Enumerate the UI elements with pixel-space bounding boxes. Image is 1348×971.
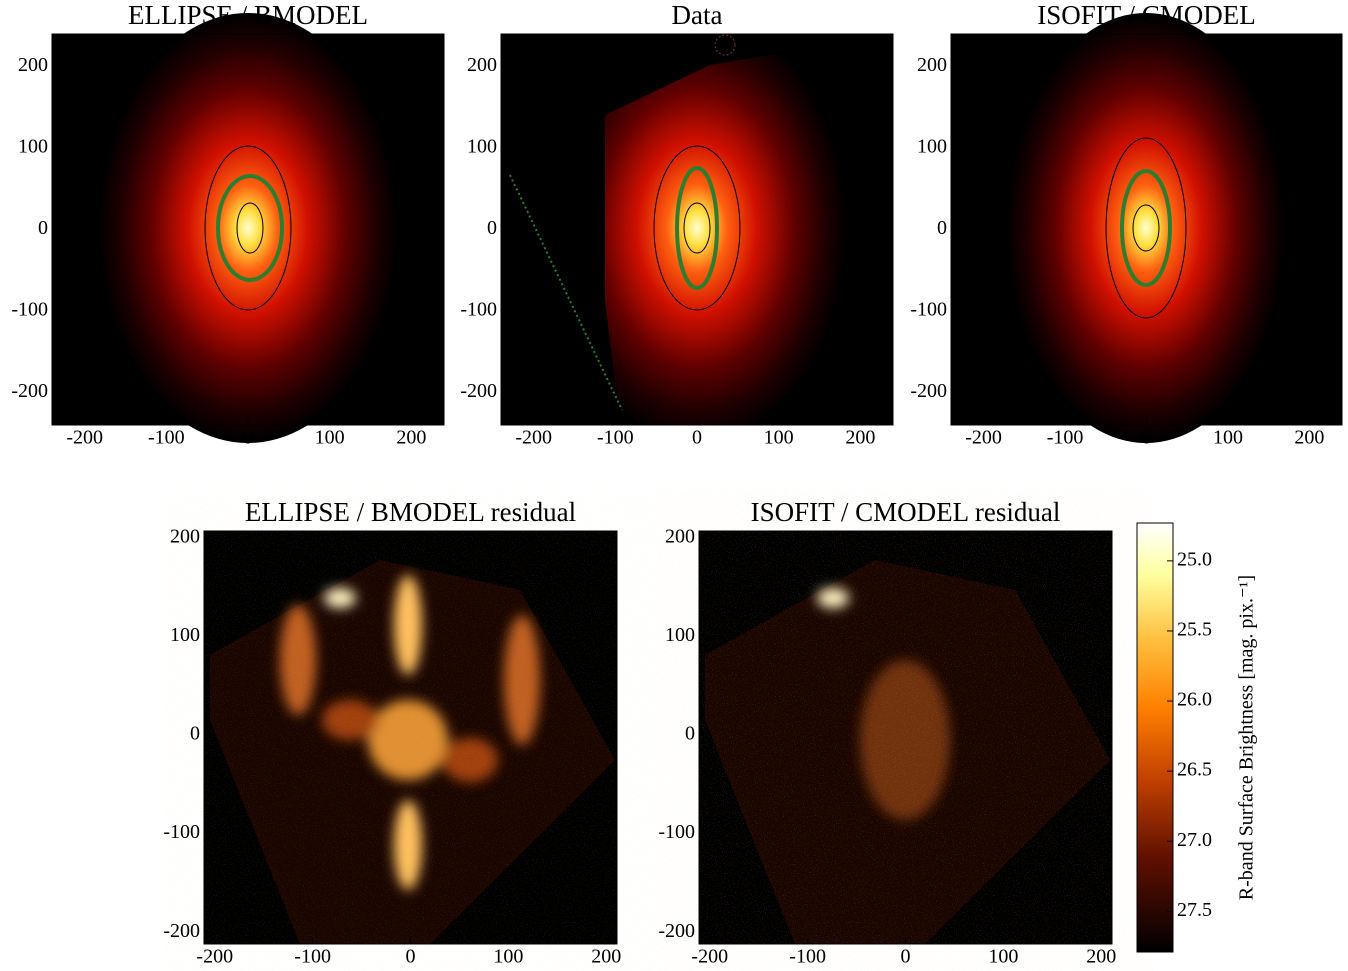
x-tick-label: 100 (315, 427, 345, 449)
x-tick-label: 100 (764, 427, 794, 449)
x-tick-label: 200 (845, 427, 875, 449)
x-tick-label: -200 (66, 427, 103, 449)
y-tick-label: -200 (658, 920, 695, 942)
x-tick-label: 100 (988, 946, 1018, 968)
y-tick-label: 200 (18, 54, 48, 76)
y-tick-label: 100 (665, 624, 695, 646)
y-tick-label: -100 (658, 821, 695, 843)
colorbar-tick-label: 27.5 (1177, 899, 1212, 921)
colorbar-label: R-band Surface Brightness [mag. pix.⁻¹] (1236, 575, 1258, 900)
y-tick-label: 0 (487, 217, 497, 239)
y-tick-label: 0 (38, 217, 48, 239)
panel-images (52, 13, 1342, 953)
y-tick-label: -200 (11, 380, 48, 402)
y-tick-label: 100 (170, 624, 200, 646)
x-tick-label: -200 (691, 946, 728, 968)
panel-title: ISOFIT / CMODEL residual (751, 497, 1061, 527)
x-tick-label: 0 (1142, 427, 1152, 449)
x-tick-label: -100 (294, 946, 331, 968)
y-tick-label: 0 (685, 723, 695, 745)
y-tick-label: -200 (910, 380, 947, 402)
colorbar-tick-label: 27.0 (1177, 829, 1212, 851)
y-tick-label: -200 (460, 380, 497, 402)
colorbar-tick-label: 26.0 (1177, 689, 1212, 711)
y-tick-label: -100 (163, 821, 200, 843)
panel-title: ELLIPSE / BMODEL residual (245, 497, 576, 527)
x-tick-label: -200 (965, 427, 1002, 449)
y-tick-label: 100 (467, 136, 497, 158)
x-tick-label: 100 (1213, 427, 1243, 449)
x-tick-label: 0 (692, 427, 702, 449)
x-tick-label: -200 (196, 946, 233, 968)
y-tick-label: 100 (18, 136, 48, 158)
y-tick-label: 200 (170, 525, 200, 547)
x-tick-label: 200 (1086, 946, 1116, 968)
x-tick-label: -100 (1047, 427, 1084, 449)
x-tick-label: 200 (591, 946, 621, 968)
x-tick-label: 0 (406, 946, 416, 968)
y-tick-label: 100 (917, 136, 947, 158)
colorbar-tick-label: 26.5 (1177, 759, 1212, 781)
y-tick-label: -100 (460, 299, 497, 321)
colorbar-tick-label: 25.0 (1177, 548, 1212, 570)
panel-title: Data (672, 0, 723, 30)
y-tick-label: 0 (937, 217, 947, 239)
x-tick-label: -100 (597, 427, 634, 449)
y-tick-label: 0 (190, 723, 200, 745)
panel-title: ISOFIT / CMODEL (1037, 0, 1256, 30)
x-tick-label: 0 (243, 427, 253, 449)
y-tick-label: 200 (467, 54, 497, 76)
panel-title: ELLIPSE / BMODEL (128, 0, 368, 30)
x-tick-label: -100 (789, 946, 826, 968)
y-tick-label: 200 (665, 525, 695, 547)
colorbar-tick-label: 25.5 (1177, 619, 1212, 641)
x-tick-label: -200 (515, 427, 552, 449)
x-tick-label: 100 (493, 946, 523, 968)
y-tick-label: -100 (910, 299, 947, 321)
y-tick-label: 200 (917, 54, 947, 76)
x-tick-label: 0 (901, 946, 911, 968)
x-tick-label: -100 (148, 427, 185, 449)
y-tick-label: -200 (163, 920, 200, 942)
x-tick-label: 200 (396, 427, 426, 449)
x-tick-label: 200 (1294, 427, 1324, 449)
y-tick-label: -100 (11, 299, 48, 321)
